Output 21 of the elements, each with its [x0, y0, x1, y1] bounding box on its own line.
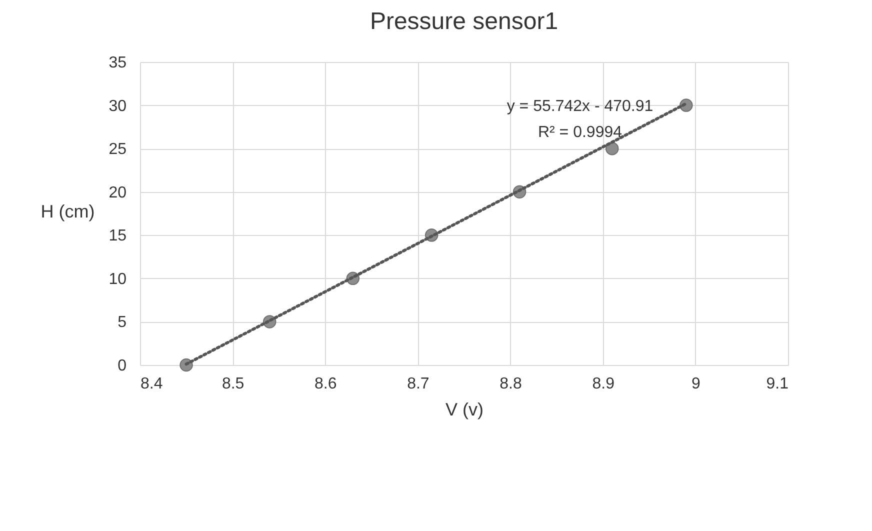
y-tick-label: 0 [118, 358, 127, 374]
y-tick-label: 35 [108, 54, 127, 72]
x-tick-label: 9.1 [766, 376, 789, 392]
y-tick-label: 25 [108, 141, 127, 158]
x-tick-label: 8.8 [500, 376, 522, 392]
x-axis-title: V (v) [446, 400, 484, 420]
y-axis-title: H (cm) [40, 202, 95, 222]
annotation: R² = 0.9994 [538, 124, 622, 141]
y-tick-label: 15 [108, 228, 127, 245]
annotation: y = 55.742x - 470.91 [506, 98, 654, 115]
y-tick-label: 5 [118, 314, 127, 332]
y-tick-label: 20 [108, 184, 127, 202]
y-tick-label: 30 [108, 98, 127, 115]
chart-title: Pressure sensor1 [370, 8, 558, 35]
x-tick-label: 8.5 [222, 376, 244, 392]
x-tick-label: 8.9 [592, 376, 615, 392]
x-tick-label: 8.7 [407, 376, 430, 392]
x-tick-label: 8.6 [314, 376, 337, 392]
y-tick-label: 10 [108, 270, 127, 288]
x-tick-label: 8.4 [140, 376, 163, 392]
x-tick-label: 9 [691, 376, 700, 392]
